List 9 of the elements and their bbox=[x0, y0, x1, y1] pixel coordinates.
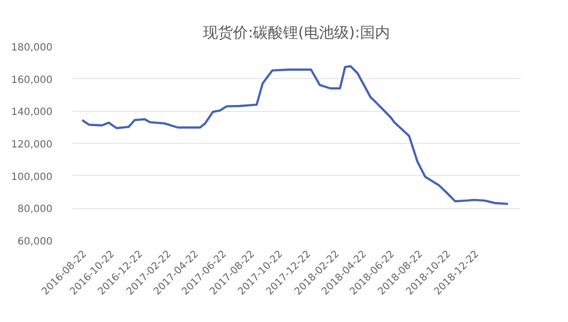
y-tick-label: 140,000 bbox=[11, 107, 53, 118]
y-tick-label: 60,000 bbox=[18, 236, 53, 248]
chart-title: 现货价:碳酸锂(电池级):国内 bbox=[203, 24, 390, 42]
y-tick-label: 160,000 bbox=[11, 74, 53, 86]
y-tick-label: 180,000 bbox=[11, 42, 53, 54]
y-tick-label: 120,000 bbox=[11, 140, 53, 150]
y-tick-label: 100,000 bbox=[11, 172, 53, 183]
line-series bbox=[81, 65, 510, 206]
y-tick-label: 80,000 bbox=[18, 204, 53, 216]
